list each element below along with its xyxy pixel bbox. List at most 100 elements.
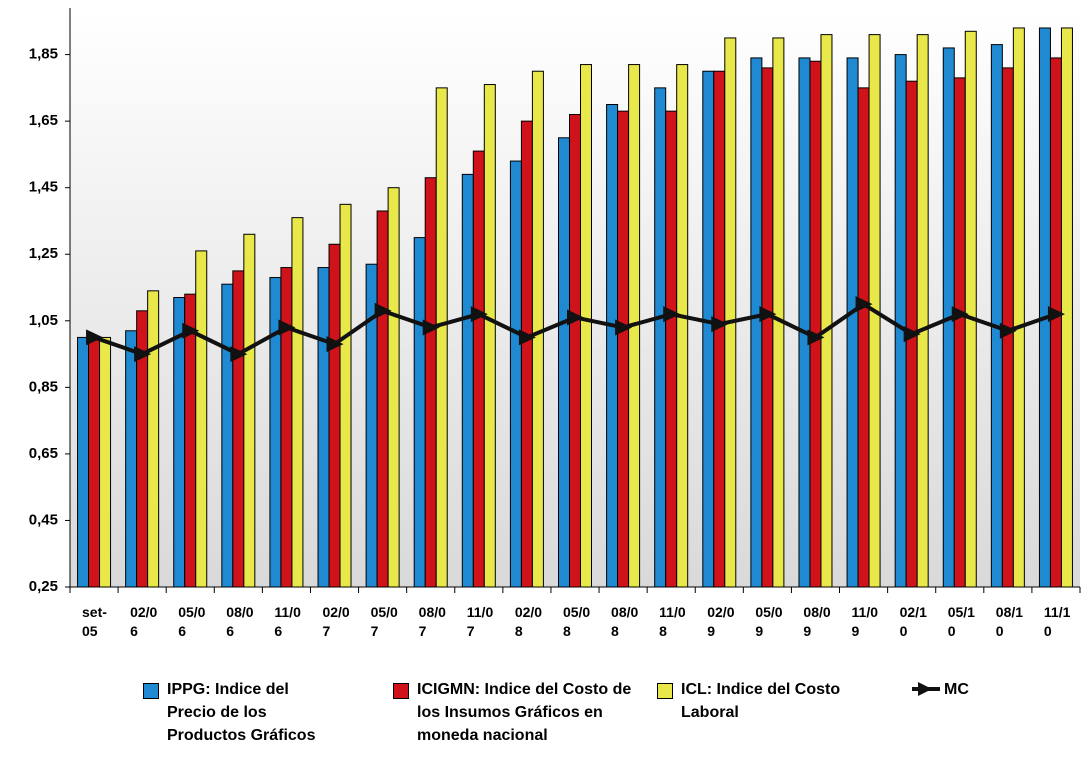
x-tick-label: 02/06	[130, 604, 158, 639]
x-tick-label: 05/07	[370, 604, 398, 639]
line-marker	[567, 309, 584, 326]
y-tick-label: 1,45	[29, 179, 58, 196]
bar	[1012, 27, 1025, 588]
bar	[964, 30, 977, 588]
bar	[184, 293, 197, 588]
x-tick-label: 11/09	[851, 604, 878, 639]
bar	[328, 243, 341, 588]
bar	[617, 110, 630, 588]
y-tick-label: 0,25	[29, 578, 58, 595]
line-marker	[518, 329, 536, 346]
legend-label: ICIGMN: Indice del Costo de los Insumos …	[417, 681, 632, 744]
line-marker	[663, 306, 681, 323]
legend-label: IPPG: Indice del Precio de los Productos…	[167, 681, 316, 744]
x-tick-label: 08/06	[226, 604, 254, 639]
bar	[809, 60, 822, 588]
legend-marker	[918, 682, 932, 696]
line-marker	[278, 319, 296, 336]
bar	[472, 150, 485, 588]
bar	[772, 37, 785, 588]
bar	[558, 137, 570, 588]
line-marker	[374, 302, 392, 319]
x-tick-label: 11/08	[659, 604, 686, 639]
line-marker	[807, 329, 825, 346]
y-tick-label: 1,05	[29, 312, 58, 329]
line-marker	[230, 346, 248, 363]
bar	[424, 177, 437, 588]
y-tick-label: 1,85	[29, 46, 58, 63]
bar	[990, 44, 1003, 588]
bar	[1049, 57, 1062, 588]
bar	[857, 87, 870, 588]
legend-swatch	[912, 682, 940, 696]
bar	[665, 110, 678, 588]
x-tick-label: 08/08	[611, 604, 639, 639]
line-marker	[999, 322, 1017, 339]
line-marker	[326, 336, 344, 353]
bar	[761, 67, 774, 588]
bar	[1060, 27, 1073, 588]
bar	[125, 330, 138, 588]
line-marker	[855, 296, 873, 313]
x-tick-label: 11/10	[1043, 604, 1071, 639]
x-tick-label: 11/06	[274, 604, 301, 639]
bar	[280, 267, 293, 588]
bar	[435, 87, 448, 588]
bar	[580, 64, 592, 588]
y-tick-label: 0,45	[29, 511, 58, 528]
bar	[317, 267, 330, 588]
x-tick-label: 05/09	[755, 604, 783, 639]
line-marker	[759, 306, 777, 323]
bar	[77, 336, 90, 588]
x-tick-label: 02/09	[707, 604, 735, 639]
legend-label: MC	[944, 681, 969, 698]
line-marker	[711, 316, 729, 333]
line-marker	[951, 306, 969, 323]
bar	[724, 37, 737, 588]
y-tick-label: 1,25	[29, 245, 58, 262]
bar	[916, 34, 929, 588]
line-marker	[903, 326, 921, 343]
x-tick-label: 02/08	[514, 604, 543, 639]
legend-label: ICL: Indice del Costo Laboral	[681, 681, 841, 721]
bar	[88, 336, 101, 588]
x-tick-label: 05/08	[562, 604, 591, 639]
x-tick-label: 05/06	[178, 604, 206, 639]
line-marker	[86, 329, 104, 346]
bar	[147, 290, 160, 588]
bar	[846, 57, 859, 588]
bar	[376, 210, 389, 588]
y-tick-label: 0,65	[29, 445, 58, 462]
bar	[461, 173, 474, 588]
line-marker	[470, 306, 488, 323]
bar	[606, 104, 619, 588]
x-tick-label: 02/10	[899, 604, 927, 639]
bar	[750, 57, 763, 588]
line-marker	[182, 322, 200, 339]
bar	[173, 297, 186, 588]
x-tick-label: 08/10	[995, 604, 1024, 639]
bar	[291, 217, 304, 588]
bar	[232, 270, 245, 588]
bar	[953, 77, 966, 588]
bar	[243, 233, 256, 588]
x-tick-label: 05/10	[947, 604, 975, 639]
bar	[221, 283, 234, 588]
bar	[569, 113, 581, 588]
bar	[798, 57, 811, 588]
bar	[413, 237, 426, 588]
bar	[387, 187, 400, 588]
x-tick-label: 11/07	[466, 604, 494, 639]
legend-swatch	[657, 683, 673, 699]
bar	[820, 34, 833, 588]
y-tick-label: 1,65	[29, 112, 58, 129]
bar	[339, 203, 352, 588]
bar	[195, 250, 208, 588]
bar	[894, 54, 907, 588]
line-marker	[422, 319, 440, 336]
bar	[99, 336, 112, 588]
x-tick-label: 02/07	[322, 604, 350, 639]
legend-swatch	[143, 683, 159, 699]
